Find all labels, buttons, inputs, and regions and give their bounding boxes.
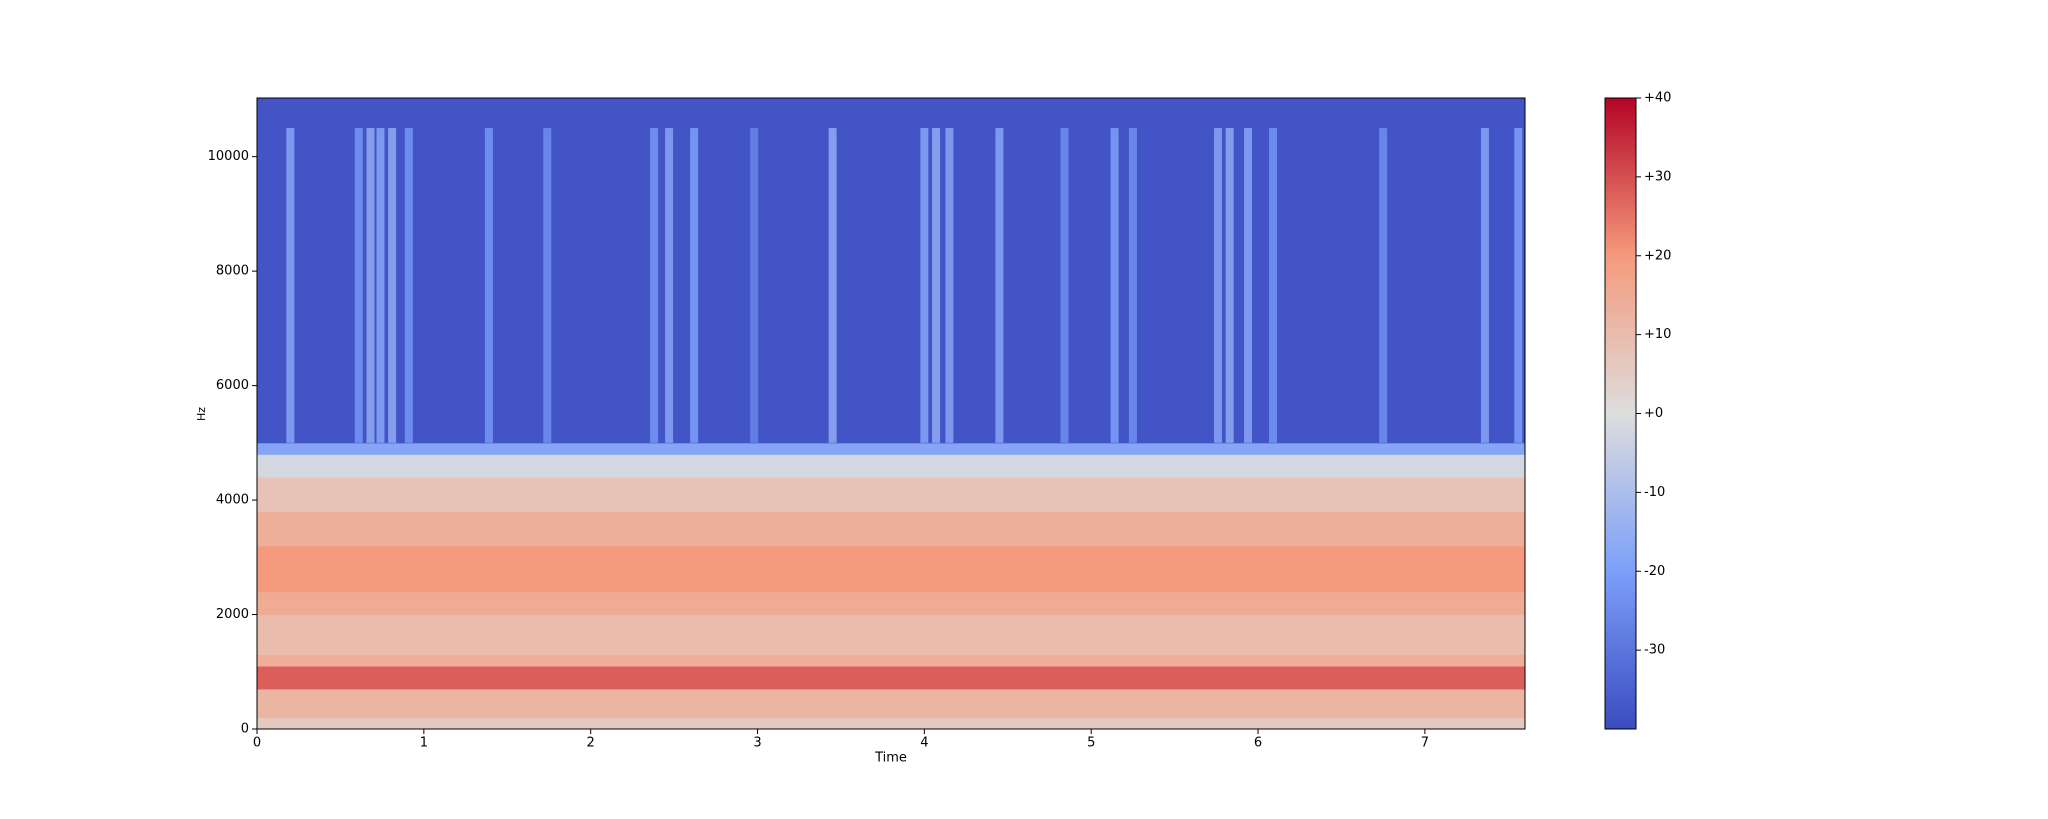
colorbar-tick-label: -20 xyxy=(1644,564,1665,579)
streak xyxy=(484,128,493,443)
x-tick-label: 7 xyxy=(1421,736,1429,751)
colorbar xyxy=(1604,97,1637,730)
plot-frame xyxy=(256,97,1526,730)
streak xyxy=(920,128,929,443)
frequency-band xyxy=(257,454,1525,478)
x-tick-label: 0 xyxy=(253,736,261,751)
y-tick-label: 10000 xyxy=(208,149,249,164)
x-tick-label: 4 xyxy=(920,736,928,751)
x-axis-label: Time xyxy=(874,751,907,766)
frequency-band xyxy=(257,666,1525,690)
colorbar-tick-label: +30 xyxy=(1644,169,1671,184)
colorbar-tick-label: +40 xyxy=(1644,91,1671,106)
frequency-band xyxy=(257,442,1525,455)
x-tick-label: 3 xyxy=(753,736,761,751)
streak xyxy=(945,128,954,443)
streak xyxy=(388,128,397,443)
streak xyxy=(1110,128,1119,443)
colorbar-tick-label: +20 xyxy=(1644,248,1671,263)
x-tick-label: 2 xyxy=(587,736,595,751)
frequency-band xyxy=(257,591,1525,616)
y-tick-label: 8000 xyxy=(216,264,249,279)
x-tick-label: 6 xyxy=(1254,736,1262,751)
frequency-band xyxy=(257,545,1525,593)
streak xyxy=(366,128,375,443)
streak xyxy=(1225,128,1234,443)
x-tick-label: 5 xyxy=(1087,736,1095,751)
frequency-band xyxy=(257,717,1525,729)
streak xyxy=(665,128,674,443)
streak xyxy=(1514,128,1523,443)
streak xyxy=(750,128,759,443)
streak xyxy=(1214,128,1223,443)
frequency-band xyxy=(257,511,1525,547)
frequency-band xyxy=(257,654,1525,667)
streak xyxy=(690,128,699,443)
y-axis-label: Hz xyxy=(195,407,208,421)
colorbar-tick-label: +10 xyxy=(1644,327,1671,342)
streak xyxy=(1128,128,1137,443)
streak xyxy=(828,128,837,443)
streak xyxy=(1379,128,1388,443)
streak xyxy=(995,128,1004,443)
y-tick-label: 2000 xyxy=(216,607,249,622)
streak xyxy=(1060,128,1069,443)
streak xyxy=(932,128,941,443)
streak xyxy=(286,128,295,443)
y-tick-label: 0 xyxy=(241,722,249,737)
streak xyxy=(1244,128,1253,443)
colorbar-tick-label: -10 xyxy=(1644,485,1665,500)
frequency-band xyxy=(257,98,1525,444)
streak xyxy=(376,128,385,443)
streak xyxy=(543,128,552,443)
colorbar-tick-label: +0 xyxy=(1644,406,1663,421)
streak xyxy=(404,128,413,443)
plot-area xyxy=(257,98,1525,729)
streak xyxy=(1480,128,1489,443)
frequency-band xyxy=(257,688,1525,719)
y-tick-label: 4000 xyxy=(216,493,249,508)
streak xyxy=(650,128,659,443)
frequency-band xyxy=(257,477,1525,513)
x-tick-label: 1 xyxy=(420,736,428,751)
colorbar-tick-label: -30 xyxy=(1644,643,1665,658)
y-tick-label: 6000 xyxy=(216,378,249,393)
frequency-band xyxy=(257,614,1525,656)
streak xyxy=(1269,128,1278,443)
streak xyxy=(354,128,363,443)
